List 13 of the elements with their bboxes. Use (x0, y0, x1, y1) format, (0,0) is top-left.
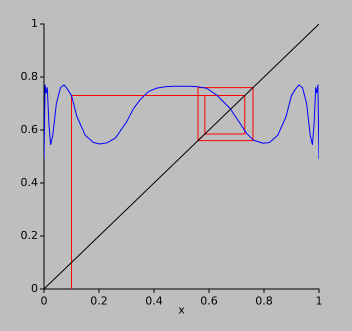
x-tick-label: 0.4 (145, 294, 163, 308)
x-tick-label: 0.6 (200, 294, 218, 308)
x-tick-label: 0.2 (90, 294, 108, 308)
y-tick-label: 0.8 (20, 70, 38, 83)
y-tick-label: 0.2 (20, 228, 38, 242)
y-tick-label: 0 (31, 282, 38, 295)
y-tick-label: 1 (31, 16, 38, 30)
x-tick-label: 0 (40, 294, 48, 308)
x-axis-title: x (178, 303, 186, 316)
y-tick-label: 0.6 (20, 122, 38, 136)
y-tick-label: 0.4 (20, 176, 38, 189)
x-tick-label: 0.8 (255, 294, 273, 308)
x-tick-label: 1 (316, 294, 322, 308)
